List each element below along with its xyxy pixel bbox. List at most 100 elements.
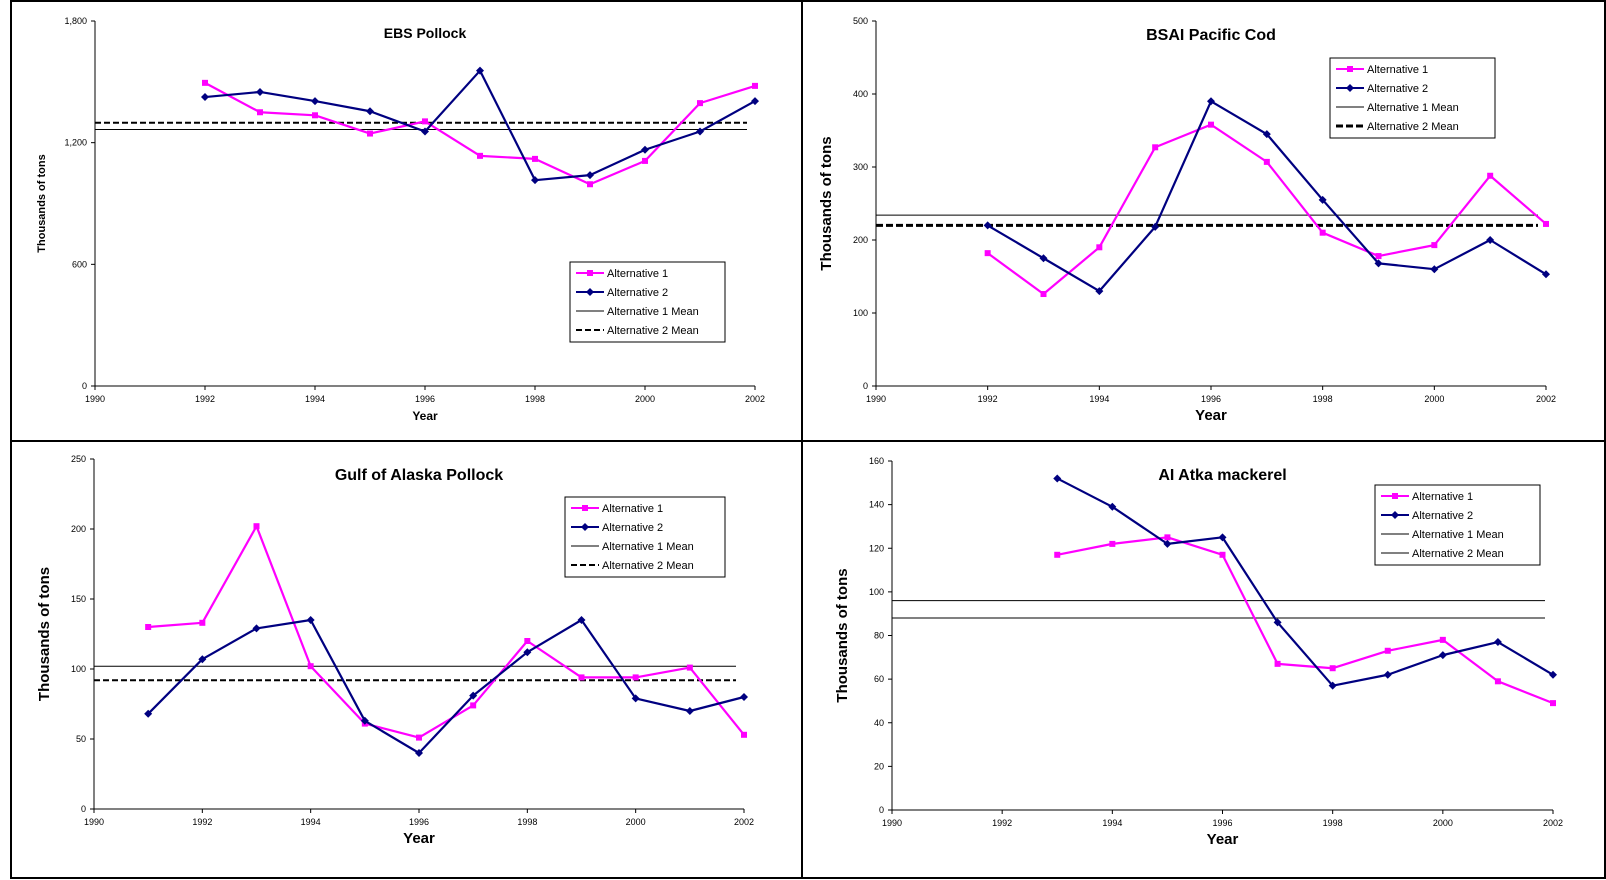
legend-label: Alternative 2 Mean bbox=[1412, 548, 1504, 560]
x-axis-label: Year bbox=[403, 830, 435, 847]
series-line bbox=[147, 618, 745, 755]
y-tick-label: 200 bbox=[71, 524, 86, 534]
data-point bbox=[531, 176, 539, 185]
data-point bbox=[1550, 700, 1556, 707]
data-point bbox=[1549, 670, 1557, 679]
data-point bbox=[421, 127, 429, 136]
y-tick-label: 120 bbox=[869, 543, 884, 553]
x-tick-label: 1994 bbox=[1102, 818, 1122, 828]
data-point bbox=[257, 109, 263, 116]
data-point bbox=[641, 145, 649, 154]
legend-box bbox=[564, 496, 726, 578]
y-axis-label: Thousands of tons bbox=[36, 154, 48, 252]
y-tick-label: 160 bbox=[869, 456, 884, 466]
x-tick-label: 1996 bbox=[415, 394, 435, 404]
legend-marker bbox=[1392, 493, 1398, 499]
data-point bbox=[686, 664, 693, 671]
data-point bbox=[415, 749, 423, 757]
legend-label: Alternative 1 Mean bbox=[1367, 102, 1459, 114]
data-point bbox=[256, 87, 264, 96]
data-point bbox=[311, 97, 319, 106]
data-point bbox=[307, 663, 314, 670]
data-point bbox=[1273, 618, 1282, 627]
legend: Alternative 1 Alternative 2 Alternative 1 … bbox=[1329, 57, 1496, 139]
data-point bbox=[1164, 534, 1171, 541]
data-point bbox=[524, 638, 531, 644]
data-point bbox=[1439, 636, 1446, 643]
legend-label: Alternative 2 bbox=[607, 287, 668, 299]
y-tick-label: 60 bbox=[874, 674, 884, 684]
data-point bbox=[1383, 670, 1392, 679]
data-point bbox=[1218, 533, 1227, 542]
data-point bbox=[1152, 144, 1159, 151]
y-tick-label: 0 bbox=[863, 381, 868, 391]
data-point bbox=[476, 66, 484, 75]
data-point bbox=[198, 655, 207, 664]
data-point bbox=[312, 112, 318, 119]
x-tick-label: 1998 bbox=[1323, 818, 1343, 828]
legend-label: Alternative 2 Mean bbox=[607, 325, 699, 337]
x-tick-label: 2002 bbox=[745, 394, 765, 404]
x-tick-label: 2000 bbox=[1433, 818, 1453, 828]
chart-panel-1: 0 600 1,200 1,800 1990 1992 1994 1996 1998 2000 20… bbox=[36, 16, 765, 423]
x-tick-label: 1996 bbox=[1201, 394, 1221, 404]
y-tick-label: 500 bbox=[853, 16, 868, 26]
y-tick-label: 0 bbox=[879, 805, 884, 815]
legend-label: Alternative 1 bbox=[607, 268, 668, 280]
data-point bbox=[586, 171, 594, 180]
y-tick-label: 140 bbox=[869, 500, 884, 510]
x-tick-label: 1996 bbox=[409, 817, 429, 827]
chart-panel-2: 0 100 200 300 400 500 1990 1992 1994 1996 1998 2000… bbox=[818, 16, 1556, 424]
y-tick-label: 300 bbox=[853, 162, 868, 172]
y-axis-label: Thousands of tons bbox=[36, 567, 53, 701]
data-point bbox=[697, 100, 703, 107]
data-point bbox=[1095, 287, 1104, 296]
x-tick-label: 1998 bbox=[1313, 394, 1333, 404]
y-tick-label: 1,800 bbox=[64, 16, 87, 26]
legend-marker bbox=[587, 270, 593, 276]
y-axis-label: Thousands of tons bbox=[818, 136, 835, 270]
data-point bbox=[469, 691, 478, 700]
data-point bbox=[632, 674, 639, 681]
data-point bbox=[360, 716, 369, 725]
series-line bbox=[148, 525, 745, 739]
data-point bbox=[1262, 130, 1271, 139]
legend-marker bbox=[586, 288, 594, 296]
data-point bbox=[1438, 651, 1447, 660]
data-point bbox=[1494, 678, 1501, 685]
legend-label: Alternative 1 bbox=[1367, 64, 1428, 76]
data-point bbox=[578, 674, 585, 681]
data-point bbox=[422, 118, 428, 125]
x-tick-label: 1990 bbox=[882, 818, 902, 828]
legend-label: Alternative 2 Mean bbox=[602, 560, 694, 572]
x-axis-label: Year bbox=[1207, 831, 1239, 848]
data-point bbox=[1274, 660, 1281, 667]
data-point bbox=[631, 694, 640, 703]
legend-label: Alternative 1 bbox=[1412, 491, 1473, 503]
data-point bbox=[1219, 551, 1226, 558]
legend-marker bbox=[1346, 84, 1354, 92]
series-line bbox=[204, 69, 756, 182]
legend: Alternative 1 Alternative 2 Alternative 1 … bbox=[564, 496, 726, 578]
data-point bbox=[199, 619, 206, 626]
series-line bbox=[1056, 477, 1554, 687]
data-point bbox=[1054, 551, 1061, 558]
y-axis-label: Thousands of tons bbox=[834, 568, 851, 702]
x-tick-label: 1992 bbox=[992, 818, 1012, 828]
x-tick-label: 1992 bbox=[195, 394, 215, 404]
x-tick-label: 1998 bbox=[525, 394, 545, 404]
series-line bbox=[204, 81, 756, 186]
chart-title: AI Atka mackerel bbox=[1158, 467, 1286, 484]
data-point bbox=[1207, 97, 1215, 106]
data-point bbox=[642, 157, 648, 164]
y-tick-label: 80 bbox=[874, 631, 884, 641]
y-tick-label: 200 bbox=[853, 235, 868, 245]
chart-panel-4: 0 20 40 60 80 100 120 140 160 1990 1992 1994 1996 199… bbox=[834, 456, 1563, 848]
y-tick-label: 40 bbox=[874, 718, 884, 728]
data-point bbox=[696, 127, 704, 136]
data-point bbox=[416, 734, 422, 741]
data-point bbox=[144, 709, 153, 718]
x-tick-label: 1992 bbox=[192, 817, 212, 827]
data-point bbox=[1543, 220, 1549, 227]
x-tick-label: 2002 bbox=[1536, 394, 1556, 404]
